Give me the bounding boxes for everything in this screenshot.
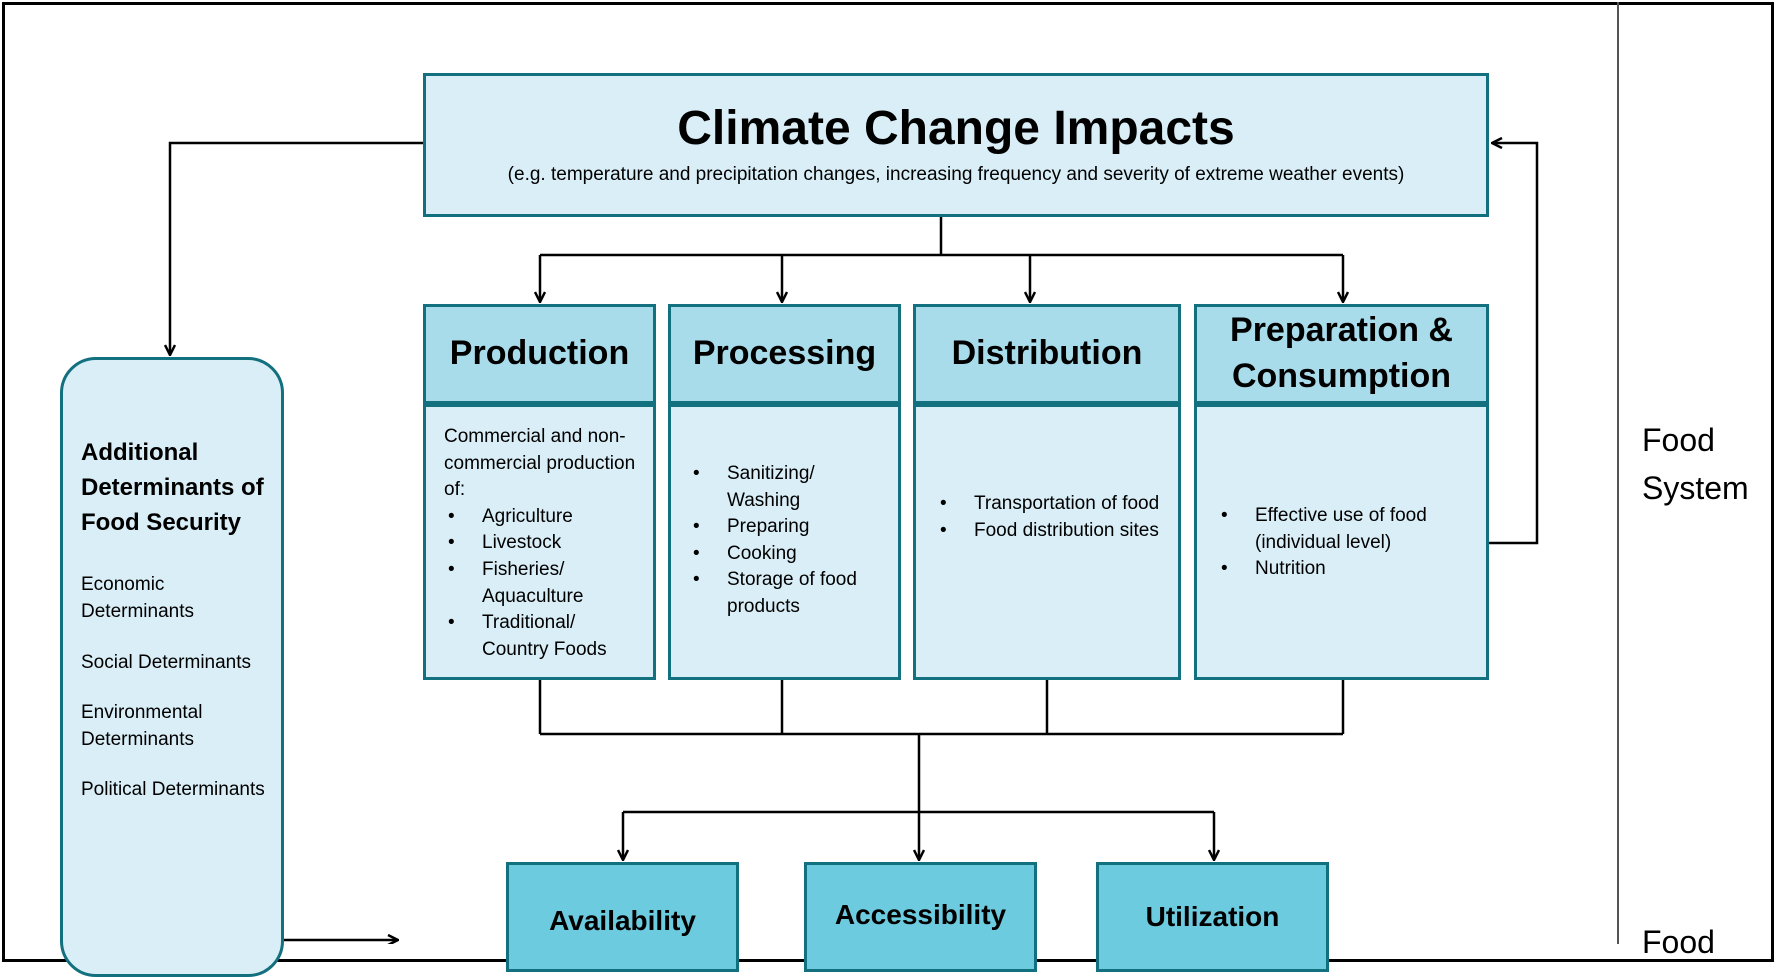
additional-determinants-box: Additional Determinants of Food Security… — [60, 357, 284, 977]
availability-title: Availability — [549, 905, 696, 936]
distribution-body: Transportation of food Food distribution… — [913, 404, 1181, 680]
preparation-consumption-title: Preparation & Consumption — [1230, 311, 1453, 395]
preparation-consumption-header: Preparation & Consumption — [1194, 304, 1489, 404]
utilization-box: Utilization — [1096, 862, 1329, 972]
food-system-label: Food System — [1642, 416, 1762, 512]
list-item: Effective use of food (individual level) — [1217, 503, 1476, 556]
additional-determinants-title: Additional Determinants of Food Security — [81, 439, 264, 536]
section-divider — [1617, 2, 1619, 944]
list-item: Fisheries/ Aquaculture — [444, 557, 643, 610]
availability-box: Availability — [506, 862, 739, 972]
food-system-text: Food System — [1642, 422, 1749, 506]
production-list: Agriculture Livestock Fisheries/ Aquacul… — [444, 504, 643, 664]
list-item: Agriculture — [444, 504, 643, 531]
economic-determinants: Economic Determinants — [81, 574, 194, 622]
production-title: Production — [449, 334, 630, 373]
preparation-consumption-list: Effective use of food (individual level)… — [1217, 503, 1476, 583]
climate-change-box: Climate Change Impacts (e.g. temperature… — [423, 73, 1489, 217]
social-determinants: Social Determinants — [81, 651, 252, 673]
processing-list: Sanitizing/ Washing Preparing Cooking St… — [689, 461, 888, 621]
production-intro: Commercial and non-commercial production… — [444, 426, 636, 501]
list-item: Traditional/ Country Foods — [444, 610, 643, 663]
environmental-determinants: Environmental Determinants — [81, 702, 203, 750]
list-item: Livestock — [444, 530, 643, 557]
production-body: Commercial and non-commercial production… — [423, 404, 656, 680]
climate-change-subtitle: (e.g. temperature and precipitation chan… — [507, 164, 1405, 186]
processing-title: Processing — [692, 334, 877, 373]
accessibility-title: Accessibility — [834, 899, 1007, 930]
list-item: Food distribution sites — [936, 518, 1168, 545]
accessibility-box: Accessibility — [804, 862, 1037, 972]
distribution-title: Distribution — [951, 334, 1143, 373]
list-item: Storage of food products — [689, 567, 888, 620]
list-item: Preparing — [689, 514, 888, 541]
list-item: Cooking — [689, 541, 888, 568]
political-determinants: Political Determinants — [81, 779, 265, 801]
processing-header: Processing — [668, 304, 901, 404]
distribution-header: Distribution — [913, 304, 1181, 404]
climate-change-title: Climate Change Impacts — [677, 101, 1235, 155]
preparation-consumption-body: Effective use of food (individual level)… — [1194, 404, 1489, 680]
list-item: Nutrition — [1217, 556, 1476, 583]
list-item: Sanitizing/ Washing — [689, 461, 888, 514]
food-security-label-partial: Food — [1642, 918, 1715, 966]
connector-arrows — [0, 0, 1539, 944]
production-header: Production — [423, 304, 656, 404]
utilization-title: Utilization — [1145, 901, 1280, 932]
food-partial-text: Food — [1642, 924, 1715, 960]
distribution-list: Transportation of food Food distribution… — [936, 491, 1168, 544]
list-item: Transportation of food — [936, 491, 1168, 518]
processing-body: Sanitizing/ Washing Preparing Cooking St… — [668, 404, 901, 680]
